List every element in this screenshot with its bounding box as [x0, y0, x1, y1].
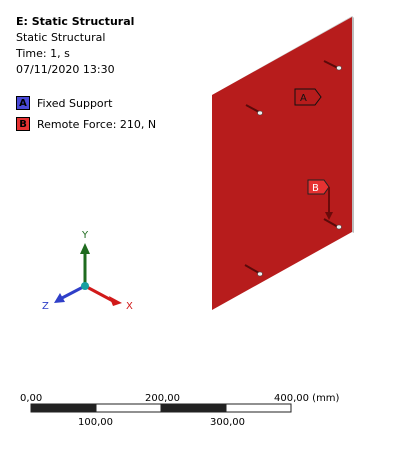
z-axis-arrow [54, 293, 65, 303]
triad-x-label: X [126, 301, 133, 312]
scale-label-0: 0,00 [20, 393, 42, 404]
bolt-3[interactable] [323, 218, 342, 230]
scale-label-100: 100,00 [78, 417, 113, 428]
scale-label-300: 300,00 [210, 417, 245, 428]
plate-side-edge [352, 16, 354, 233]
time-label: Time: 1, s [16, 47, 70, 60]
legend-item-fixed-support[interactable]: A Fixed Support [16, 95, 156, 111]
bolt-1[interactable] [323, 60, 342, 71]
date-label: 07/11/2020 13:30 [16, 63, 115, 76]
force-arrow-head [325, 212, 333, 220]
scale-label-400: 400,00 (mm) [274, 393, 340, 404]
coordinate-triad[interactable]: Y X Z [42, 230, 133, 312]
legend-item-remote-force[interactable]: B Remote Force: 210, N [16, 116, 156, 132]
triad-center [81, 282, 89, 290]
analysis-type: Static Structural [16, 31, 106, 44]
triad-z-label: Z [42, 301, 49, 312]
flag-b-letter: B [312, 183, 319, 194]
legend-label-remote-force: Remote Force: 210, N [37, 117, 157, 131]
analysis-info: E: Static Structural Static Structural T… [16, 14, 134, 78]
triad-y-label: Y [81, 230, 89, 241]
scale-label-200: 200,00 [145, 393, 180, 404]
flag-a-letter: A [300, 93, 307, 104]
boundary-legend: A Fixed Support B Remote Force: 210, N [16, 95, 156, 137]
scale-bar [30, 403, 292, 413]
x-axis-arrow [109, 296, 122, 306]
legend-label-fixed-support: Fixed Support [37, 96, 113, 110]
plate[interactable] [212, 17, 352, 310]
legend-marker-a: A [16, 96, 30, 110]
flag-remote-force[interactable]: B [307, 179, 333, 220]
system-title: E: Static Structural [16, 15, 135, 28]
y-axis-arrow [80, 243, 90, 254]
bolt-2[interactable] [245, 104, 263, 116]
legend-marker-b: B [16, 117, 30, 131]
bolt-4[interactable] [244, 264, 263, 277]
flag-fixed-support[interactable]: A [294, 88, 322, 106]
